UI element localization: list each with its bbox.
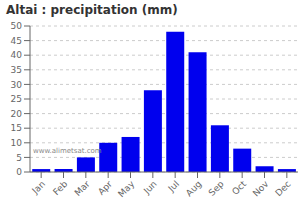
svg-text:40: 40 [11,50,23,60]
svg-text:5: 5 [16,153,22,163]
svg-text:35: 35 [11,65,22,75]
html-text:Altai : precipitation (mm): Altai : precipitation (mm) [6,3,178,17]
svg-text:25: 25 [11,94,22,104]
svg-text:Feb: Feb [51,179,70,198]
svg-text:30: 30 [11,80,23,90]
html-text:www.alimetsat.com: www.alimetsat.com [33,147,102,155]
svg-text:Dec: Dec [273,179,292,198]
svg-text:May: May [116,178,137,199]
svg-text:20: 20 [11,109,23,119]
svg-text:10: 10 [11,138,23,148]
svg-text:Jul: Jul [166,179,181,194]
svg-text:50: 50 [11,21,23,31]
svg-text:Jun: Jun [141,179,159,197]
svg-text:Nov: Nov [251,178,271,198]
svg-text:Oct: Oct [230,179,248,197]
svg-text:Mar: Mar [73,179,92,198]
svg-text:45: 45 [11,36,22,46]
svg-text:Jan: Jan [30,179,48,197]
svg-text:Sep: Sep [207,179,226,198]
svg-text:0: 0 [16,167,22,177]
svg-text:15: 15 [11,123,22,133]
svg-text:Aug: Aug [184,179,204,199]
svg-text:Apr: Apr [96,179,114,197]
